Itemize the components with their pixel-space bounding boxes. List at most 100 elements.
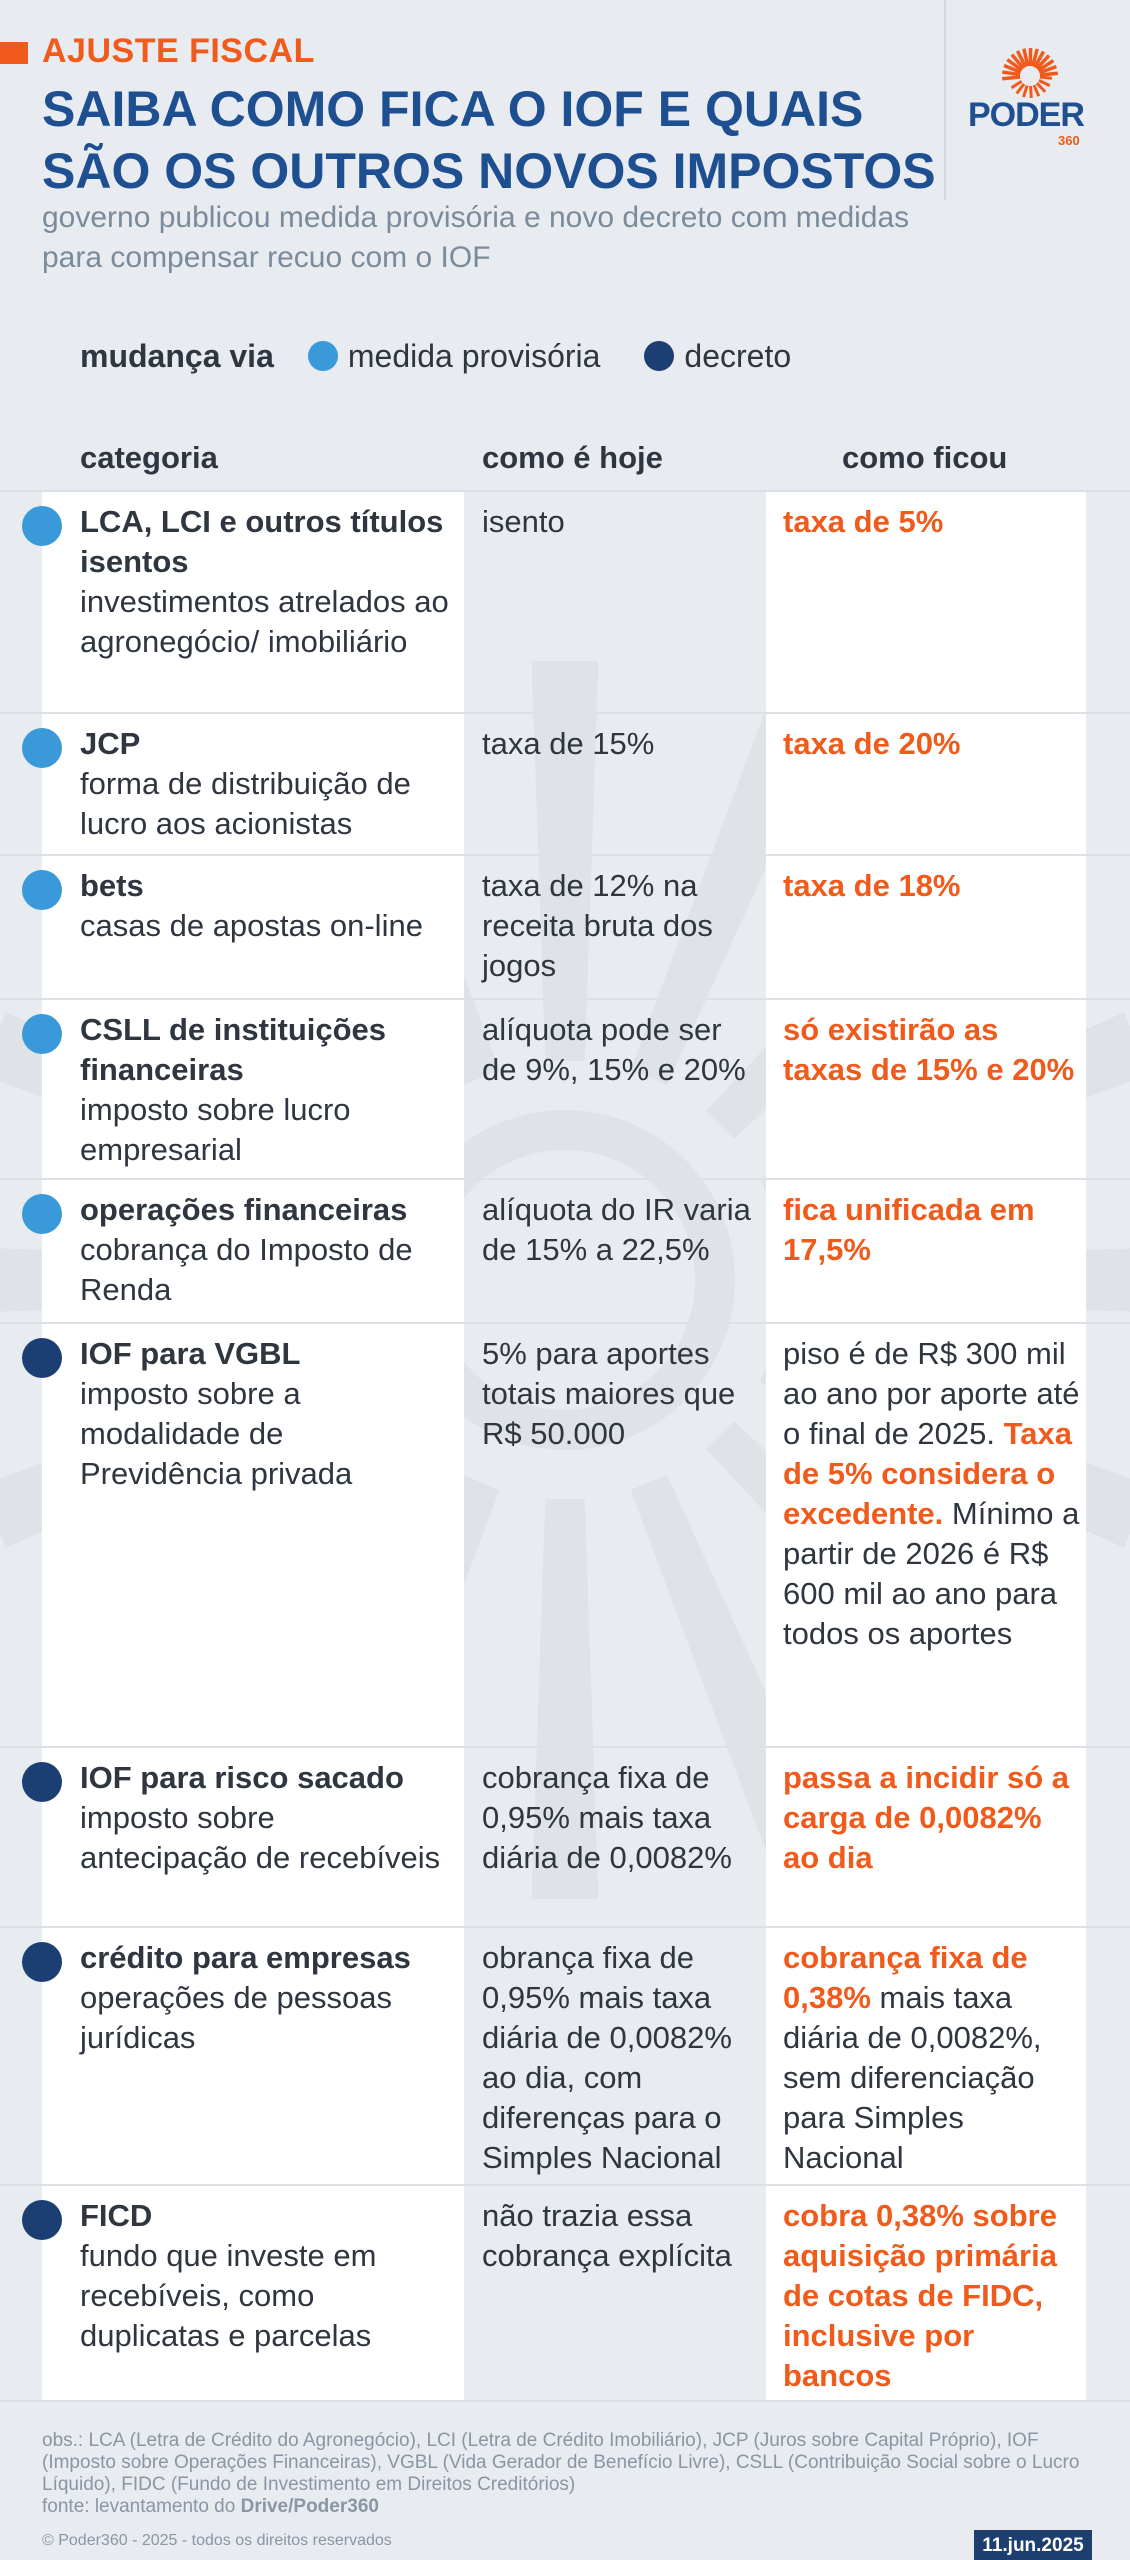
- legend-dot-dark-blue: [644, 341, 675, 371]
- source-line: fonte: levantamento do Drive/Poder360: [42, 2496, 379, 2517]
- current-rule-cell: cobrança fixa de 0,95% mais taxa diária …: [482, 1760, 732, 1875]
- sun-ray: [1015, 50, 1028, 68]
- legend-label: mudança via: [80, 337, 274, 374]
- date-badge: 11.jun.2025: [974, 2530, 1092, 2560]
- medida-provisoria-marker: [22, 506, 62, 546]
- category-description: cobrança do Imposto de Renda: [80, 1232, 413, 1307]
- sun-icon: [1001, 47, 1059, 98]
- category-cell: crédito para empresas operações de pessoa…: [80, 1938, 450, 2058]
- category-description: fundo que investe em recebíveis, como du…: [80, 2238, 377, 2353]
- legend-item-label: medida provisória: [347, 337, 601, 374]
- header: AJUSTE FISCAL SAIBA COMO FICA O IOF E QU…: [0, 0, 1130, 300]
- sun-ray: [1035, 82, 1047, 93]
- category-cell: FICD fundo que investe em recebíveis, com…: [80, 2196, 450, 2356]
- category-name: IOF para VGBL: [80, 1336, 301, 1371]
- decreto-marker: [22, 1338, 62, 1378]
- category-name: FICD: [80, 2198, 153, 2233]
- category-description: imposto sobre a modalidade de Previdênci…: [80, 1376, 353, 1491]
- current-rule-cell: alíquota pode ser de 9%, 15% e 20%: [482, 1012, 746, 1087]
- highlighted-change: só existirão as taxas de 15% e 20%: [783, 1012, 1075, 1087]
- decreto-marker: [22, 1762, 62, 1802]
- category-description: imposto sobre antecipação de recebíveis: [80, 1800, 441, 1875]
- footer: obs.: LCA (Letra de Crédito do Agronegóc…: [0, 2400, 1130, 2560]
- sun-ray: [1015, 83, 1026, 95]
- highlighted-change: cobrança fixa de 0,38%: [783, 1940, 1028, 2015]
- category-name: IOF para risco sacado: [80, 1760, 404, 1795]
- legend-dot-light-blue: [307, 341, 338, 371]
- category-name: LCA, LCI e outros títulos isentos: [80, 504, 444, 579]
- medida-provisoria-marker: [22, 1014, 62, 1054]
- highlighted-change: cobra 0,38% sobre aquisição primária de …: [783, 2198, 1057, 2393]
- legend: mudança via medida provisória decreto: [80, 336, 835, 376]
- highlighted-change: taxa de 18%: [783, 868, 961, 903]
- table-row: CSLL de instituições financeiras imposto …: [0, 998, 1130, 1178]
- category-cell: bets casas de apostas on-line: [80, 866, 450, 946]
- medida-provisoria-marker: [22, 1194, 62, 1234]
- sun-ray: [1032, 84, 1041, 97]
- sun-ray: [1037, 59, 1055, 72]
- sun-ray: [1001, 75, 1021, 81]
- sun-ray: [1022, 48, 1030, 67]
- current-rule-cell: não trazia essa cobrança explícita: [482, 2198, 732, 2273]
- category-description: casas de apostas on-line: [80, 908, 423, 943]
- decreto-marker: [22, 2200, 62, 2240]
- table-row: bets casas de apostas on-line taxa de 12% …: [0, 854, 1130, 998]
- change-text: mais taxa diária de 0,0082%, sem diferen…: [783, 1980, 1042, 2175]
- category-cell: JCP forma de distribuição de lucro aos ac…: [80, 724, 450, 844]
- sun-ray: [1039, 75, 1053, 80]
- sun-ray: [1029, 85, 1033, 98]
- current-rule-cell: 5% para aportes totais maiores que R$ 50…: [482, 1336, 736, 1451]
- table-row: FICD fundo que investe em recebíveis, com…: [0, 2184, 1130, 2400]
- legend-item-decreto: decreto: [644, 338, 791, 375]
- sun-ray: [1038, 64, 1057, 75]
- table-row: crédito para empresas operações de pessoa…: [0, 1926, 1130, 2184]
- category-name: CSLL de instituições financeiras: [80, 1012, 387, 1087]
- sun-ray: [1035, 54, 1051, 70]
- legend-item-medida-provisoria: medida provisória: [307, 337, 601, 375]
- category-name: JCP: [80, 726, 141, 761]
- sun-ray: [1039, 71, 1059, 77]
- page-subtitle: governo publicou medida provisória e nov…: [42, 201, 910, 274]
- table-row: operações financeiras cobrança do Imposto…: [0, 1178, 1130, 1322]
- sun-ray: [1010, 53, 1025, 70]
- new-rule-cell: taxa de 20%: [783, 724, 1083, 764]
- highlighted-change: taxa de 20%: [783, 726, 961, 761]
- column-header-como-ficou: como ficou: [842, 440, 1008, 475]
- new-rule-cell: passa a incidir só a carga de 0,0082% ao…: [783, 1758, 1083, 1878]
- sun-ray: [1002, 70, 1021, 77]
- medida-provisoria-marker: [22, 728, 62, 768]
- new-rule-cell: só existirão as taxas de 15% e 20%: [783, 1010, 1083, 1090]
- column-header-como-e-hoje: como é hoje: [482, 440, 663, 475]
- current-rule-cell: alíquota do IR varia de 15% a 22,5%: [482, 1192, 751, 1267]
- sun-ray: [1006, 58, 1023, 72]
- sun-ray: [1003, 63, 1022, 74]
- category-description: imposto sobre lucro empresarial: [80, 1092, 351, 1167]
- sun-ray: [1022, 85, 1029, 98]
- kicker: AJUSTE FISCAL: [42, 32, 315, 70]
- poder360-logo[interactable]: PODER 360: [968, 38, 1098, 158]
- sun-ray: [1033, 50, 1046, 69]
- new-rule-cell: cobra 0,38% sobre aquisição primária de …: [783, 2196, 1083, 2396]
- category-cell: CSLL de instituições financeiras imposto …: [80, 1010, 450, 1170]
- highlighted-change: fica unificada em 17,5%: [783, 1192, 1035, 1267]
- table-row: JCP forma de distribuição de lucro aos ac…: [0, 712, 1130, 854]
- footnote: obs.: LCA (Letra de Crédito do Agronegóc…: [42, 2430, 1082, 2518]
- category-name: crédito para empresas: [80, 1940, 411, 1975]
- sun-ray: [1038, 79, 1051, 87]
- category-cell: IOF para risco sacado imposto sobre antec…: [80, 1758, 450, 1878]
- page-title: SAIBA COMO FICA O IOF E QUAIS SÃO OS OUT…: [42, 81, 936, 199]
- category-cell: LCA, LCI e outros títulos isentos investi…: [80, 502, 450, 662]
- category-cell: IOF para VGBL imposto sobre a modalidade …: [80, 1334, 450, 1494]
- sun-ray: [1010, 80, 1023, 90]
- current-rule-cell: taxa de 15%: [482, 726, 655, 761]
- current-rule-cell: taxa de 12% na receita bruta dos jogos: [482, 868, 713, 983]
- category-cell: operações financeiras cobrança do Imposto…: [80, 1190, 450, 1310]
- new-rule-cell: taxa de 18%: [783, 866, 1083, 906]
- category-name: bets: [80, 868, 144, 903]
- category-description: forma de distribuição de lucro aos acion…: [80, 766, 411, 841]
- column-header-categoria: categoria: [80, 440, 218, 475]
- source-name: Drive/Poder360: [240, 2496, 379, 2517]
- new-rule-cell: taxa de 5%: [783, 502, 1083, 542]
- new-rule-cell: fica unificada em 17,5%: [783, 1190, 1083, 1270]
- highlighted-change: taxa de 5%: [783, 504, 944, 539]
